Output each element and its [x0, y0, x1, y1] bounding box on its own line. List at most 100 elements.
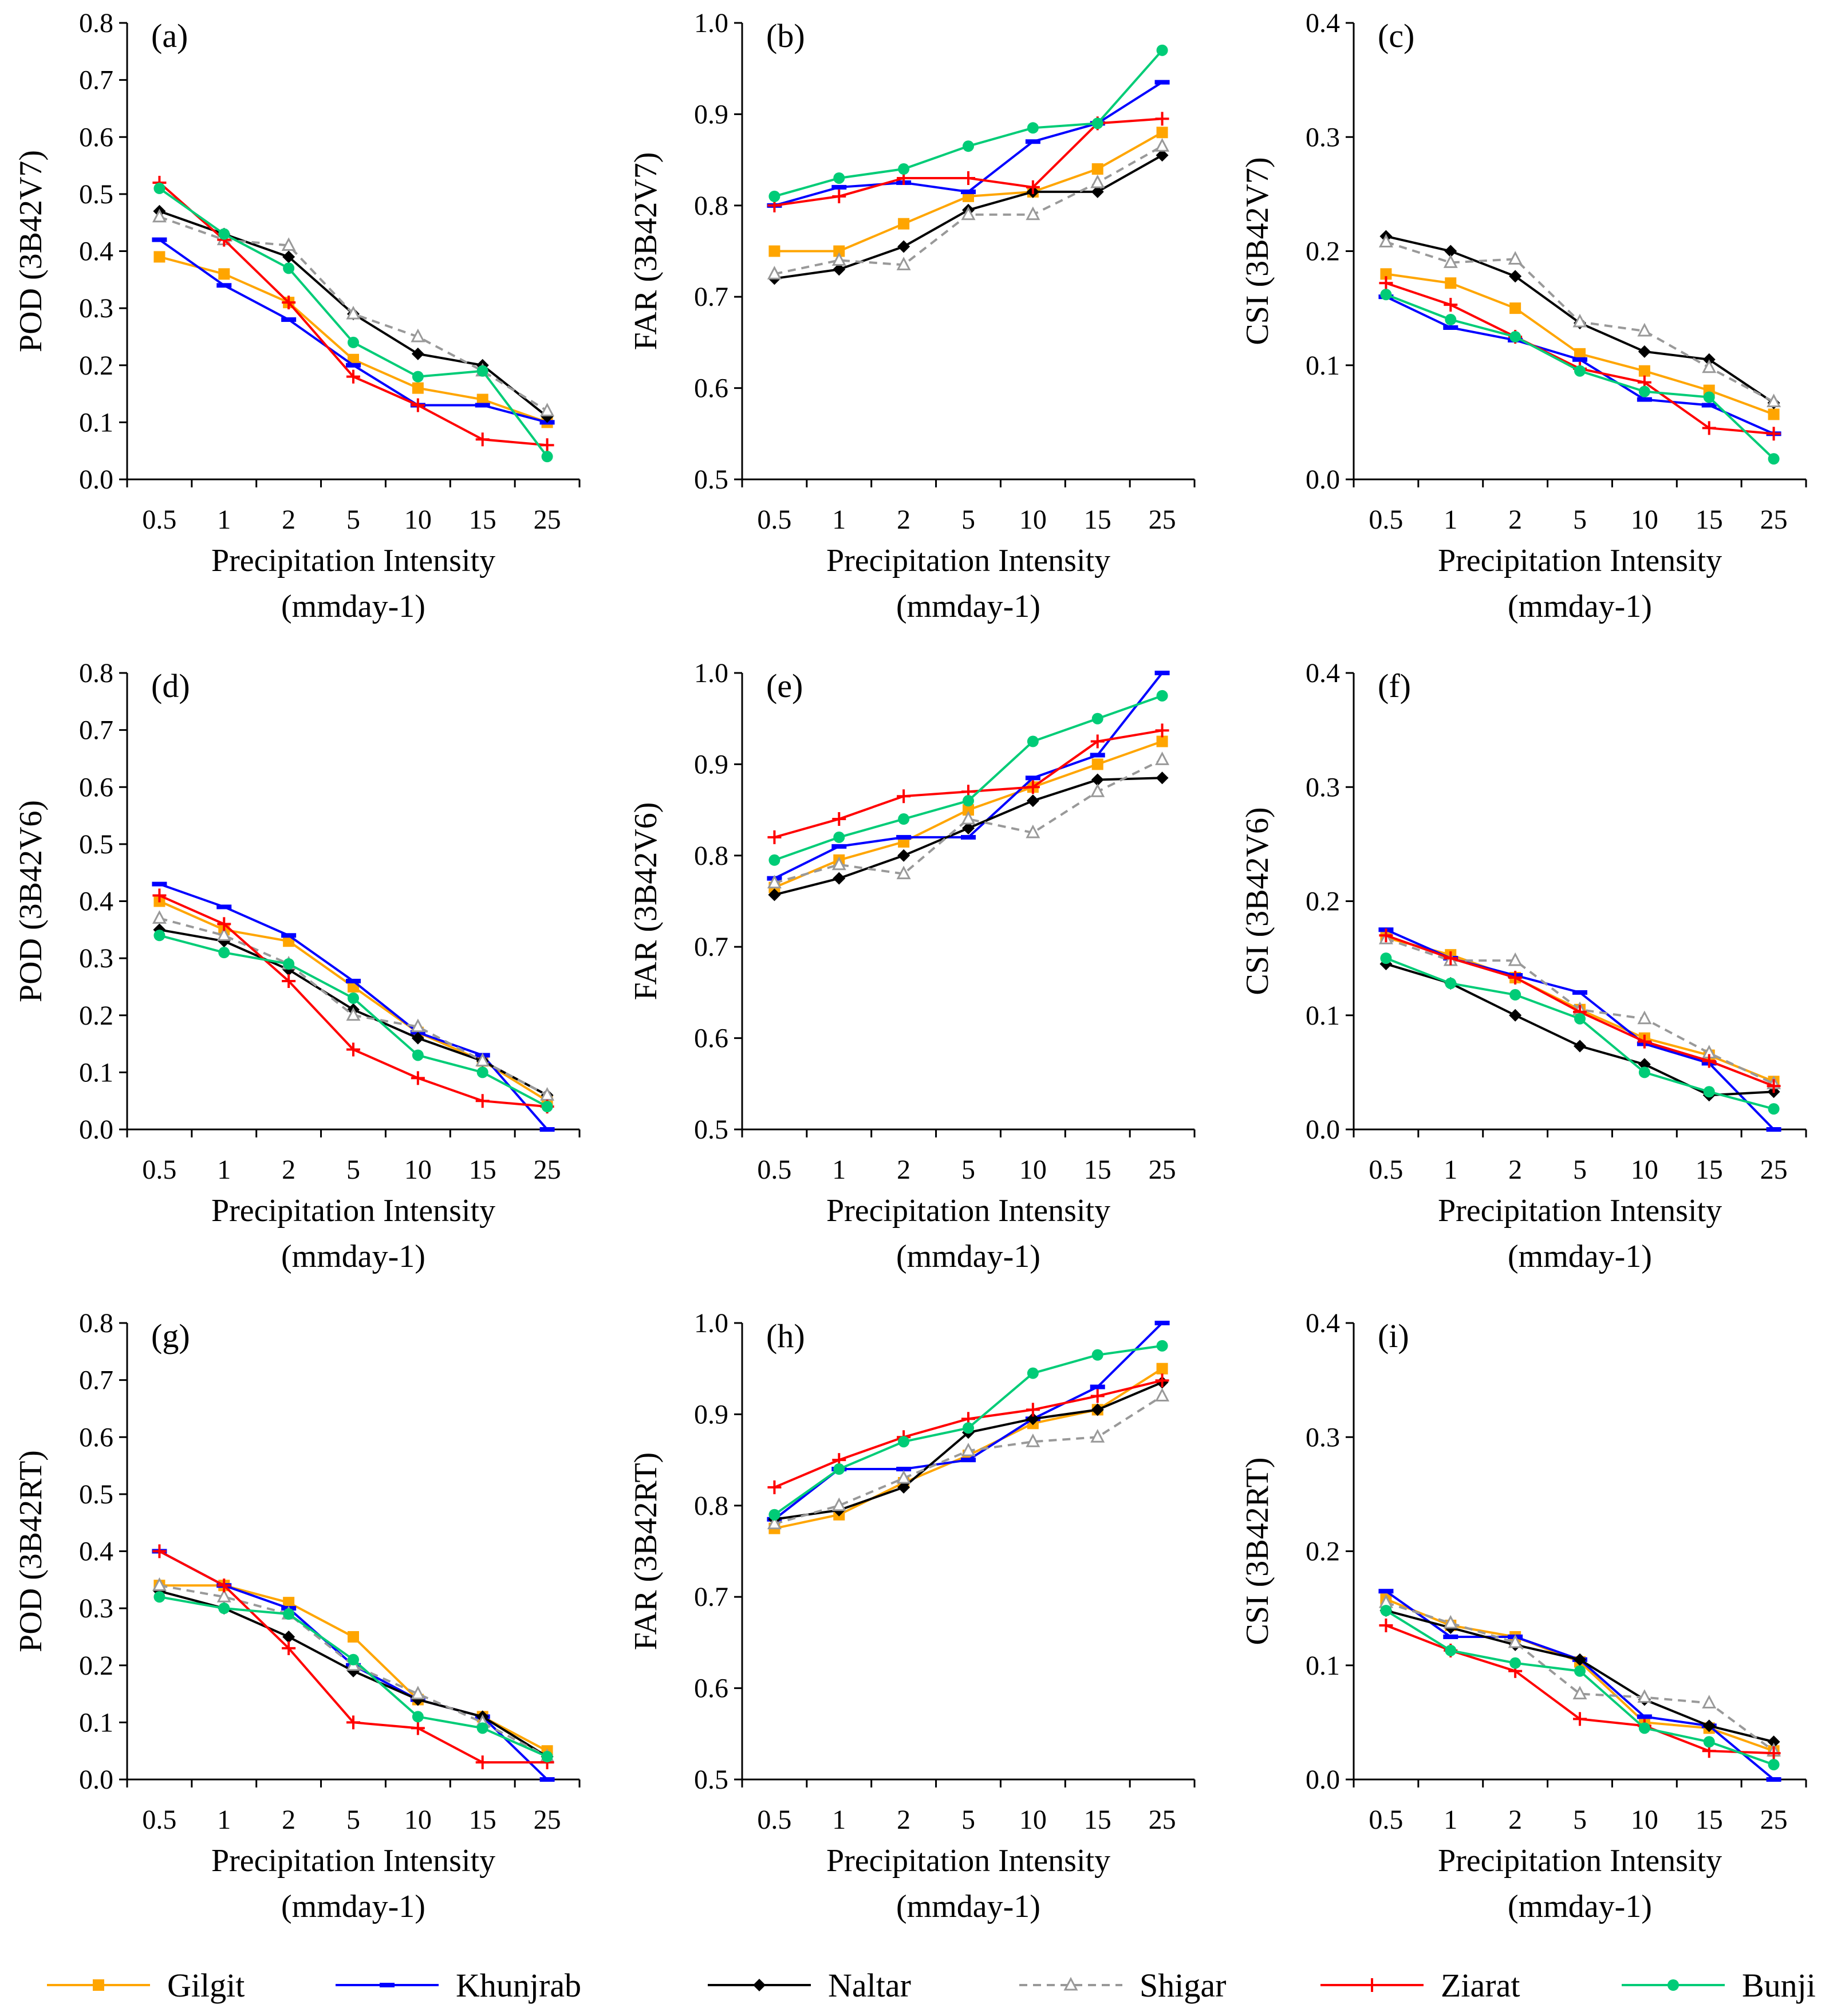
legend-label: Shigar	[1140, 1967, 1226, 2004]
data-point	[1155, 751, 1170, 765]
data-point	[1026, 824, 1040, 838]
data-point	[1443, 1615, 1458, 1629]
y-tick-label: 0.2	[79, 1001, 113, 1031]
data-point-shape	[283, 958, 295, 970]
data-point-shape	[1702, 359, 1717, 373]
data-point	[1156, 1363, 1168, 1375]
data-point	[541, 1751, 553, 1763]
x-tick-label: 25	[534, 1805, 561, 1835]
x-tick-label: 5	[346, 1805, 360, 1835]
data-point	[282, 974, 296, 988]
data-point	[1156, 149, 1169, 162]
data-point-shape	[1155, 112, 1169, 126]
y-axis-title: CSI (3B42V6)	[1240, 807, 1275, 995]
data-point	[962, 821, 975, 834]
data-point	[411, 1031, 424, 1045]
data-point	[1768, 408, 1780, 420]
y-tick-label: 0.0	[1306, 1115, 1340, 1145]
x-tick-label: 1	[1444, 1805, 1457, 1835]
data-point	[831, 844, 847, 849]
data-point-shape	[833, 831, 845, 843]
y-tick-label: 0.5	[79, 829, 113, 860]
data-point-shape	[1702, 1719, 1716, 1732]
x-tick-label: 2	[897, 1805, 910, 1835]
data-point	[897, 240, 910, 253]
data-point-shape	[1509, 1657, 1521, 1669]
data-point	[475, 1755, 490, 1770]
data-point	[281, 237, 296, 251]
data-point	[218, 947, 230, 959]
data-point	[1445, 1644, 1457, 1656]
data-point	[963, 140, 974, 152]
data-point	[218, 268, 230, 280]
data-point	[1090, 1384, 1105, 1389]
data-point	[1026, 1403, 1040, 1417]
data-point-shape	[1154, 1321, 1170, 1325]
y-axis-title: FAR (3B42V6)	[628, 802, 664, 1001]
data-point	[152, 910, 167, 924]
y-tick-label: 0.3	[79, 943, 113, 974]
data-point-shape	[897, 1480, 910, 1494]
panels-group: 0.00.10.20.30.40.50.60.70.80.5 1 2 5 10 15 25P…	[13, 8, 1807, 1924]
y-tick-label: 0.2	[1306, 887, 1340, 917]
data-point	[1638, 1066, 1650, 1078]
legend-item-naltar: Naltar	[708, 1967, 911, 2004]
data-point-shape	[348, 1631, 359, 1643]
x-tick-label: 15	[1084, 505, 1111, 535]
data-point	[897, 849, 910, 862]
data-point	[1767, 427, 1781, 441]
data-point	[283, 958, 295, 970]
data-point-shape	[1509, 270, 1522, 283]
data-point	[346, 1715, 360, 1730]
data-point	[961, 206, 976, 220]
series-gilgit	[1380, 268, 1780, 420]
x-tick-label: 15	[469, 505, 496, 535]
data-point-shape	[216, 1588, 231, 1602]
data-point	[1637, 397, 1652, 402]
x-tick-label: 10	[404, 1155, 432, 1185]
series-ziarat	[1379, 928, 1781, 1093]
data-point	[1508, 1634, 1523, 1648]
data-point-shape	[1090, 1389, 1105, 1403]
panel-label: (i)	[1378, 1317, 1409, 1354]
data-point-shape	[475, 432, 490, 447]
data-point	[1027, 1367, 1039, 1379]
data-point-shape	[411, 398, 425, 412]
data-point-shape	[961, 1442, 976, 1456]
data-point	[346, 1007, 361, 1021]
data-point-shape	[475, 1053, 490, 1066]
data-point-shape	[1156, 149, 1169, 162]
data-point-shape	[1090, 783, 1105, 797]
x-tick-label: 0.5	[142, 505, 176, 535]
data-point-shape	[346, 1042, 360, 1057]
data-point	[1155, 1373, 1169, 1388]
data-point-shape	[1155, 751, 1170, 765]
panel-label: (f)	[1378, 667, 1411, 704]
data-point-shape	[1026, 794, 1039, 808]
legend-marker	[1063, 1976, 1078, 1991]
legend-label: Khunjrab	[456, 1967, 581, 2004]
y-tick-label: 0.5	[694, 1765, 728, 1795]
data-point-shape	[1027, 122, 1039, 134]
y-tick-label: 0.7	[694, 282, 728, 312]
data-point	[963, 1422, 974, 1434]
data-point-shape	[217, 917, 231, 931]
x-axis-subtitle: (mmday-1)	[281, 1239, 425, 1274]
data-point-shape	[961, 206, 976, 220]
y-tick-label: 1.0	[694, 8, 728, 38]
data-point	[1090, 1389, 1105, 1403]
x-tick-label: 0.5	[757, 1805, 791, 1835]
data-point-shape	[1156, 735, 1168, 747]
data-point-shape	[476, 1066, 488, 1078]
x-tick-label: 5	[346, 505, 360, 535]
data-point-shape	[411, 328, 425, 342]
data-point	[1380, 268, 1392, 280]
data-point	[153, 930, 165, 942]
data-point-shape	[896, 1467, 912, 1472]
data-point-shape	[1154, 80, 1170, 85]
data-point	[346, 363, 361, 368]
data-point	[1091, 185, 1104, 198]
data-point	[411, 328, 425, 342]
x-tick-label: 1	[832, 505, 846, 535]
data-point	[346, 1042, 360, 1057]
